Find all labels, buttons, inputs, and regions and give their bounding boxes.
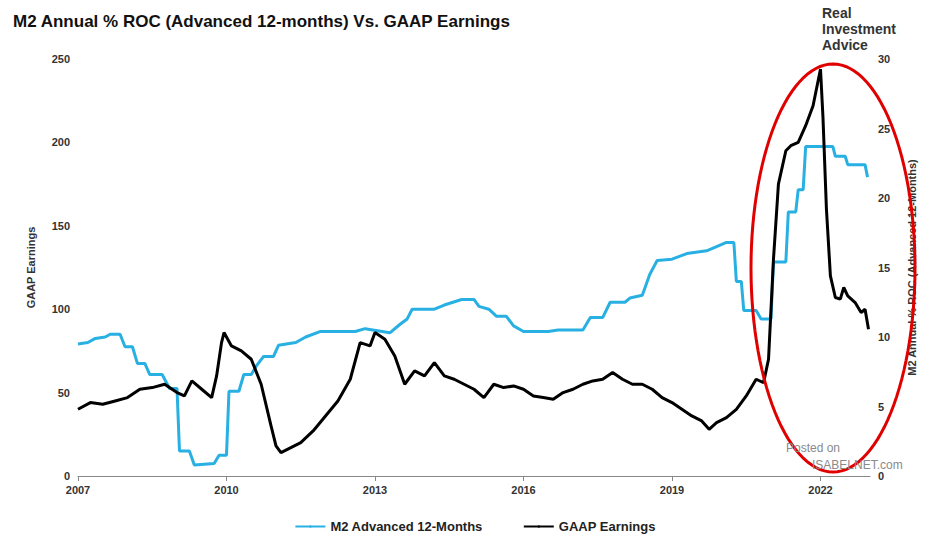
svg-text:2019: 2019 [660,484,684,496]
svg-text:ISABELNET.com: ISABELNET.com [812,458,903,472]
svg-text:50: 50 [58,387,70,399]
svg-text:Posted on: Posted on [786,441,840,455]
svg-text:100: 100 [52,303,70,315]
svg-text:GAAP Earnings: GAAP Earnings [25,227,37,309]
svg-text:Real: Real [822,5,852,21]
svg-text:2010: 2010 [214,484,238,496]
svg-text:M2 Advanced 12-Months: M2 Advanced 12-Months [330,519,482,534]
svg-text:2007: 2007 [66,484,90,496]
svg-text:30: 30 [878,53,890,65]
svg-text:Advice: Advice [822,37,868,53]
svg-text:150: 150 [52,220,70,232]
svg-text:M2 Annual % ROC (Advanced 12-m: M2 Annual % ROC (Advanced 12-months) Vs.… [13,12,510,31]
svg-text:2016: 2016 [511,484,535,496]
svg-text:250: 250 [52,53,70,65]
svg-text:200: 200 [52,136,70,148]
svg-text:0: 0 [64,470,70,482]
svg-text:10: 10 [878,331,890,343]
svg-text:25: 25 [878,123,890,135]
svg-text:Investment: Investment [822,21,896,37]
svg-text:2022: 2022 [808,484,832,496]
svg-text:5: 5 [878,401,884,413]
svg-text:15: 15 [878,262,890,274]
svg-text:20: 20 [878,192,890,204]
svg-text:0: 0 [878,470,885,482]
svg-text:GAAP Earnings: GAAP Earnings [559,519,656,534]
svg-text:M2 Annual % ROC (Advanced 12-M: M2 Annual % ROC (Advanced 12-Months) [905,159,918,376]
svg-text:2013: 2013 [363,484,387,496]
